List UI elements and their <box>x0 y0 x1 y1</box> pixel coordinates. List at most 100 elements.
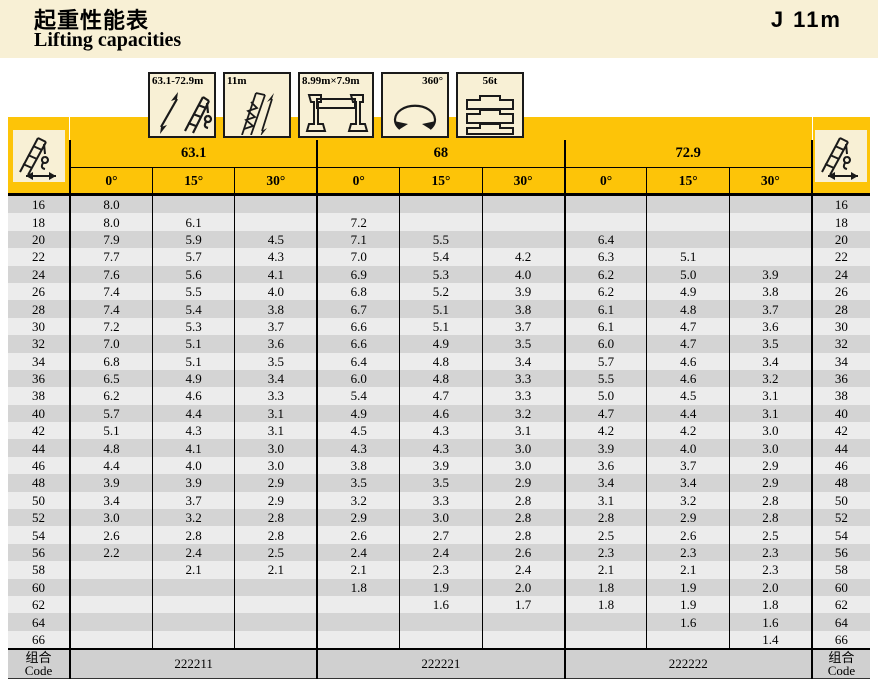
capacity-cell: 3.3 <box>234 387 318 405</box>
table-row: 24 7.6 5.6 4.1 6.9 5.3 4.0 6.2 5.0 3.9 24 <box>8 265 870 283</box>
radius-label-right: 30 <box>811 317 870 336</box>
radius-label-left: 16 <box>8 194 71 214</box>
capacity-cell <box>316 613 400 631</box>
capacity-cell: 4.7 <box>399 387 483 405</box>
table-row: 38 6.2 4.6 3.3 5.4 4.7 3.3 5.0 4.5 3.1 38 <box>8 387 870 405</box>
capacity-cell: 3.2 <box>481 404 565 423</box>
table-row: 56 2.2 2.4 2.5 2.4 2.4 2.6 2.3 2.3 2.3 56 <box>8 543 870 562</box>
boom-range-label: 63.1-72.9m <box>152 75 204 87</box>
radius-label-right: 38 <box>811 387 870 405</box>
capacity-cell: 6.8 <box>316 282 400 301</box>
capacity-cell: 3.1 <box>234 404 318 423</box>
capacity-cell: 2.4 <box>481 561 565 579</box>
capacity-cell: 4.0 <box>234 282 318 301</box>
capacity-cell: 3.6 <box>234 335 318 353</box>
radius-label-right: 20 <box>811 230 870 249</box>
capacity-cell: 4.5 <box>316 422 400 440</box>
capacity-cell: 3.0 <box>728 439 813 457</box>
capacity-cell: 1.8 <box>316 578 400 596</box>
capacity-cell: 3.1 <box>481 422 565 440</box>
configuration-icons: 63.1-72.9m 11m <box>148 72 524 138</box>
capacity-cell: 2.3 <box>646 543 730 562</box>
capacity-cell: 4.6 <box>399 404 483 423</box>
capacity-cell <box>234 578 318 596</box>
capacity-cell: 3.3 <box>399 491 483 510</box>
capacity-cell: 1.8 <box>728 595 813 614</box>
radius-label-left: 60 <box>8 578 71 596</box>
radius-label-right: 42 <box>811 422 870 440</box>
capacity-cell: 6.1 <box>563 317 647 336</box>
outrigger-span-label: 8.99m×7.9m <box>302 75 360 87</box>
capacity-cell: 5.7 <box>151 248 235 266</box>
capacity-cell <box>234 630 318 650</box>
capacity-cell <box>728 213 813 231</box>
working-radius-icon-box <box>12 129 65 182</box>
capacity-cell <box>646 630 730 650</box>
capacity-cell: 3.1 <box>728 404 813 423</box>
radius-label-left: 26 <box>8 282 71 301</box>
capacity-cell: 3.0 <box>234 439 318 457</box>
capacity-cell: 3.8 <box>234 300 318 318</box>
capacity-cell: 3.7 <box>646 456 730 475</box>
capacity-cell: 2.8 <box>481 491 565 510</box>
radius-label-left: 18 <box>8 213 71 231</box>
radius-label-right: 22 <box>811 248 870 266</box>
radius-label-left: 42 <box>8 422 71 440</box>
capacity-cell <box>69 613 153 631</box>
radius-label-left: 48 <box>8 474 71 492</box>
table-row: 16 8.0 16 <box>8 194 870 214</box>
capacity-cell: 4.3 <box>316 439 400 457</box>
capacity-cell: 5.1 <box>399 300 483 318</box>
radius-label-left: 30 <box>8 317 71 336</box>
table-row: 54 2.6 2.8 2.8 2.6 2.7 2.8 2.5 2.6 2.5 54 <box>8 526 870 544</box>
capacity-cell: 4.2 <box>563 422 647 440</box>
angle-header: 30° <box>728 167 813 196</box>
capacity-cell <box>646 230 730 249</box>
capacity-cell: 5.1 <box>646 248 730 266</box>
capacity-cell: 6.2 <box>69 387 153 405</box>
capacity-cell: 2.6 <box>69 526 153 544</box>
capacity-cell: 3.5 <box>728 335 813 353</box>
capacity-cell: 2.8 <box>234 526 318 544</box>
capacity-cell: 2.9 <box>728 456 813 475</box>
radius-label-right: 18 <box>811 213 870 231</box>
capacity-cell: 4.4 <box>151 404 235 423</box>
capacity-cell: 7.0 <box>69 335 153 353</box>
capacity-cell: 3.8 <box>316 456 400 475</box>
radius-label-right: 28 <box>811 300 870 318</box>
capacity-cell: 5.7 <box>69 404 153 423</box>
radius-label-right: 60 <box>811 578 870 596</box>
capacity-cell: 7.9 <box>69 230 153 249</box>
left-corner-cell <box>8 117 71 196</box>
capacity-cell: 1.9 <box>646 595 730 614</box>
capacity-cell: 4.5 <box>234 230 318 249</box>
capacity-cell: 1.6 <box>399 595 483 614</box>
radius-label-left: 20 <box>8 230 71 249</box>
capacity-cell: 2.4 <box>316 543 400 562</box>
outrigger-span-box: 8.99m×7.9m <box>298 72 374 138</box>
combination-code: 222221 <box>316 648 565 680</box>
combination-code: 222222 <box>563 648 813 680</box>
radius-label-right: 52 <box>811 509 870 527</box>
capacity-cell: 3.7 <box>151 491 235 510</box>
capacity-cell: 2.8 <box>728 491 813 510</box>
capacity-cell <box>316 595 400 614</box>
capacity-cell: 6.6 <box>316 317 400 336</box>
capacity-cell <box>151 630 235 650</box>
working-radius-icon-box <box>815 129 868 182</box>
capacity-cell: 5.5 <box>563 369 647 388</box>
angle-header: 15° <box>646 167 730 196</box>
capacity-cell: 4.4 <box>69 456 153 475</box>
capacity-cell: 3.5 <box>481 335 565 353</box>
capacity-cell: 4.1 <box>151 439 235 457</box>
capacity-cell: 3.0 <box>728 422 813 440</box>
jib-angle-header-row: 0° 15° 30° 0° 15° 30° 0° 15° 30° <box>8 167 870 196</box>
capacity-cell: 2.9 <box>234 491 318 510</box>
angle-header: 30° <box>234 167 318 196</box>
capacity-cell: 2.4 <box>399 543 483 562</box>
capacity-cell: 5.0 <box>563 387 647 405</box>
capacity-cell: 5.7 <box>563 352 647 370</box>
table-row: 52 3.0 3.2 2.8 2.9 3.0 2.8 2.8 2.9 2.8 52 <box>8 509 870 527</box>
capacity-cell: 1.8 <box>563 578 647 596</box>
capacity-cell: 5.1 <box>69 422 153 440</box>
